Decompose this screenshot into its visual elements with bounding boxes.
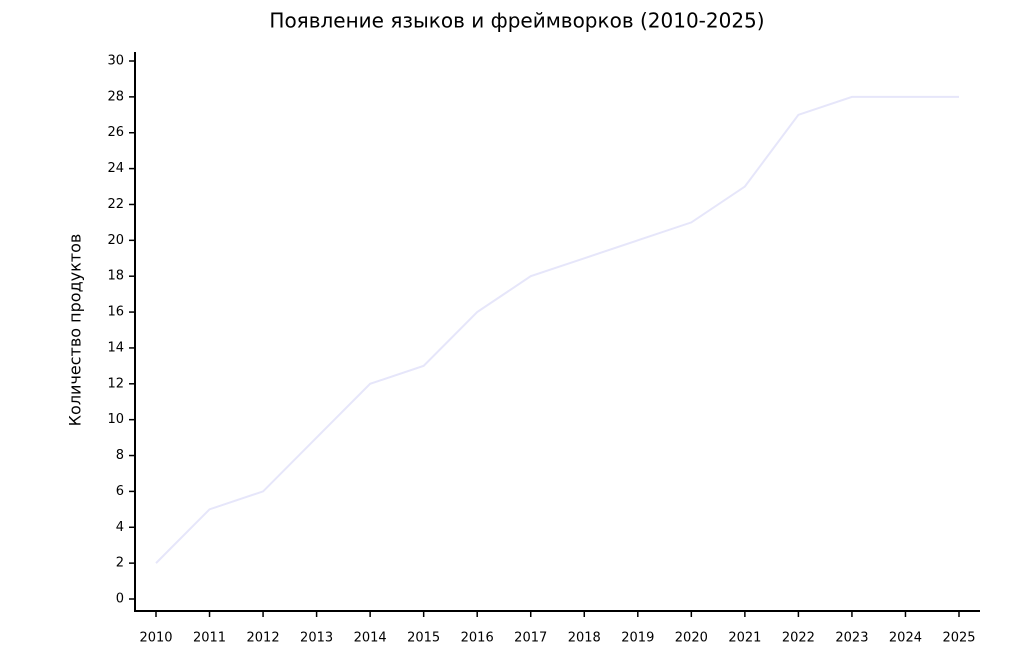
y-tick-label: 18 — [107, 269, 124, 284]
chart-title: Появление языков и фреймворков (2010-202… — [269, 9, 764, 33]
x-tick-label: 2013 — [300, 631, 333, 646]
x-tick-label: 2011 — [193, 631, 226, 646]
x-tick-label: 2012 — [247, 631, 280, 646]
x-tick-label: 2016 — [461, 631, 494, 646]
y-tick-label: 8 — [116, 448, 124, 463]
y-tick-label: 28 — [107, 89, 124, 104]
x-tick-label: 2014 — [354, 631, 387, 646]
y-tick-label: 16 — [107, 305, 124, 320]
x-tick-label: 2010 — [139, 631, 172, 646]
y-tick-label: 20 — [107, 233, 124, 248]
x-tick-label: 2021 — [728, 631, 761, 646]
x-tick-label: 2015 — [407, 631, 440, 646]
y-tick-label: 24 — [107, 161, 124, 176]
y-tick-label: 4 — [116, 520, 124, 535]
y-tick-label: 14 — [107, 340, 124, 355]
y-tick-label: 30 — [107, 54, 124, 69]
x-tick-label: 2024 — [889, 631, 922, 646]
x-tick-label: 2017 — [514, 631, 547, 646]
y-tick-label: 12 — [107, 376, 124, 391]
x-tick-label: 2022 — [782, 631, 815, 646]
x-tick-label: 2023 — [835, 631, 868, 646]
x-tick-label: 2018 — [568, 631, 601, 646]
x-tick-label: 2020 — [675, 631, 708, 646]
y-tick-label: 2 — [116, 556, 124, 571]
y-tick-label: 10 — [107, 412, 124, 427]
x-tick-label: 2019 — [621, 631, 654, 646]
y-tick-label: 0 — [116, 592, 124, 607]
y-axis-label: Количество продуктов — [66, 234, 85, 427]
x-tick-label: 2025 — [942, 631, 975, 646]
y-tick-label: 22 — [107, 197, 124, 212]
line — [155, 95, 959, 564]
y-tick-label: 26 — [107, 125, 124, 140]
y-tick-label: 6 — [116, 484, 124, 499]
